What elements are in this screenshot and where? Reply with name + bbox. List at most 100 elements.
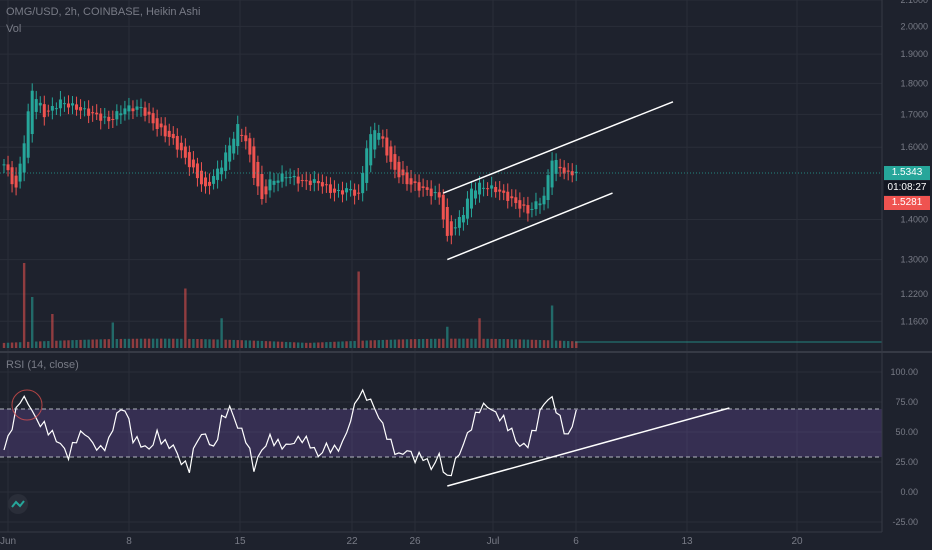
volume-bar (123, 338, 127, 348)
time-tick-label: 8 (126, 536, 132, 547)
volume-bar (31, 297, 34, 348)
candle-body (300, 180, 304, 182)
volume-bar (204, 339, 207, 348)
candle-body (554, 160, 558, 174)
volume-bar (450, 338, 453, 348)
volume-bar (567, 341, 570, 348)
time-axis[interactable]: Jun 8 15 22 26 Jul 6 13 20 (0, 536, 803, 547)
volume-legend[interactable]: Vol (6, 23, 22, 35)
candle-body (199, 170, 203, 185)
volume-bar (405, 339, 409, 348)
candle-body (478, 182, 482, 195)
price-tick-label: 1.1600 (900, 316, 928, 326)
volume-bar (562, 340, 566, 348)
candle-body (216, 168, 220, 180)
volume-bar (232, 339, 235, 348)
candle-body (83, 108, 87, 110)
candle-body (522, 204, 526, 206)
candle-body (494, 186, 498, 193)
volume-bar (417, 339, 421, 348)
volume-bar (349, 341, 352, 348)
volume-bar (111, 322, 115, 348)
volume-bar (514, 339, 518, 348)
candle-body (191, 159, 195, 168)
candle-body (361, 172, 365, 194)
volume-bar (99, 339, 102, 348)
volume-bar (377, 340, 380, 348)
volume-bar (18, 342, 22, 348)
volume-bar (357, 271, 360, 348)
price-pane[interactable] (0, 83, 882, 348)
candle-body (417, 182, 421, 191)
rsi-axis[interactable]: 100.00 75.00 50.00 25.00 0.00 -25.00 (890, 367, 918, 527)
price-tick-label: 1.9000 (900, 49, 928, 59)
volume-bar (401, 339, 405, 348)
candle-body (449, 221, 453, 236)
candle-body (107, 116, 111, 122)
volume-bar (2, 342, 6, 348)
symbol-legend[interactable]: OMG/USD, 2h, COINBASE, Heikin Ashi (6, 6, 201, 18)
volume-bar (143, 338, 147, 348)
volume-bar (502, 339, 505, 348)
candle-body (365, 148, 369, 183)
time-tick-label: 22 (346, 536, 358, 547)
candle-body (538, 203, 542, 206)
volume-bar (79, 339, 82, 348)
volume-bar (522, 339, 526, 348)
volume-bar (216, 339, 219, 348)
candle-body (123, 108, 127, 115)
volume-bar (542, 340, 546, 348)
volume-bar (147, 338, 151, 348)
candle-body (437, 192, 441, 198)
candle-body (236, 124, 240, 147)
volume-bar (172, 338, 175, 348)
volume-bar (115, 338, 119, 348)
candle-body (30, 90, 34, 135)
candle-body (526, 205, 530, 214)
volume-bar (164, 338, 167, 348)
rsi-highlight-circle[interactable] (11, 389, 43, 421)
volume-bar (530, 339, 534, 348)
time-tick-label: 13 (681, 536, 693, 547)
volume-bar (63, 340, 66, 348)
price-axis[interactable]: 2.1000 2.0000 1.9000 1.8000 1.7000 1.6000 1.40… (900, 0, 928, 326)
candle-body (224, 152, 228, 171)
candle-body (401, 169, 405, 176)
volume-bar (95, 339, 98, 348)
volume-bar (127, 338, 131, 348)
volume-bar (155, 338, 159, 348)
candle-body (441, 194, 445, 220)
volume-bar (361, 340, 364, 348)
candle-body (2, 164, 6, 166)
candles-group (2, 83, 578, 245)
rsi-trendline[interactable] (447, 407, 730, 487)
time-tick-label: 26 (409, 536, 421, 547)
volume-bar (192, 338, 195, 348)
volume-bar (236, 340, 239, 348)
candle-body (336, 189, 340, 191)
candle-body (353, 189, 357, 196)
candle-body (280, 173, 284, 182)
channel-trendlines[interactable] (442, 101, 674, 261)
candle-body (506, 191, 510, 201)
volume-bar (466, 338, 469, 348)
volume-bar (220, 318, 223, 348)
rsi-pane[interactable] (0, 388, 882, 487)
candle-body (119, 113, 123, 116)
candle-body (328, 184, 332, 193)
candle-body (62, 103, 66, 105)
candle-body (457, 217, 461, 228)
candle-body (465, 198, 469, 219)
volume-bar (425, 338, 429, 348)
candle-body (345, 188, 349, 193)
volume-bar (35, 341, 38, 348)
volume-bar (55, 340, 58, 348)
volume-bar (288, 342, 292, 348)
volume-bar (14, 342, 18, 348)
volume-bar (22, 263, 26, 348)
rsi-legend[interactable]: RSI (14, close) (6, 359, 79, 371)
tradingview-logo[interactable] (8, 494, 28, 514)
candle-body (244, 135, 248, 142)
volume-bar (353, 340, 356, 348)
